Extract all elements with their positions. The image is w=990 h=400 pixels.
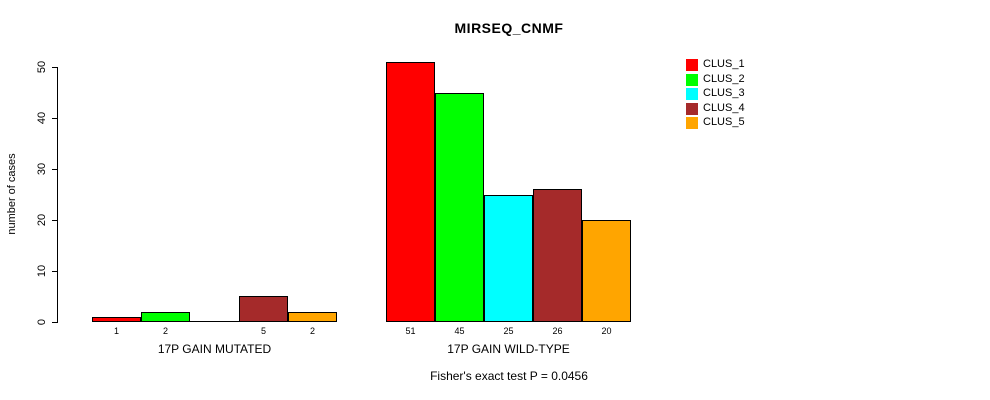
- legend-label-clus_3: CLUS_3: [703, 87, 745, 99]
- legend-label-clus_1: CLUS_1: [703, 58, 745, 70]
- legend-label-clus_5: CLUS_5: [703, 116, 745, 128]
- legend-label-clus_2: CLUS_2: [703, 73, 745, 85]
- fisher-test-annotation: Fisher's exact test P = 0.0456: [430, 369, 588, 383]
- y-tick-mark: [52, 67, 57, 68]
- y-tick-mark: [52, 169, 57, 170]
- bar-clus_5-group1: [288, 312, 337, 322]
- legend-swatch-clus_1: [686, 59, 698, 71]
- bar-clus_1-group1: [92, 317, 141, 322]
- bar-value-label: 25: [503, 326, 514, 336]
- bar-value-label: 5: [260, 326, 266, 336]
- y-tick-mark: [52, 271, 57, 272]
- bar-clus_1-group2: [386, 62, 435, 322]
- y-tick-mark: [52, 118, 57, 119]
- bar-clus_4-group1: [239, 296, 288, 322]
- chart-title: MIRSEQ_CNMF: [454, 20, 564, 36]
- bar-clus_4-group2: [533, 189, 582, 322]
- legend-label-clus_4: CLUS_4: [703, 102, 745, 114]
- bar-value-label: 2: [309, 326, 315, 336]
- bar-value-label: 51: [405, 326, 416, 336]
- y-axis-line: [57, 67, 58, 323]
- x-group-label-mutated: 17P GAIN MUTATED: [157, 342, 272, 356]
- bar-clus_5-group2: [582, 220, 631, 322]
- legend-swatch-clus_5: [686, 117, 698, 129]
- legend-swatch-clus_2: [686, 74, 698, 86]
- legend: CLUS_1 CLUS_2 CLUS_3 CLUS_4 CLUS_5: [686, 58, 806, 139]
- y-tick-mark: [52, 322, 57, 323]
- bar-clus_2-group2: [435, 93, 484, 322]
- bar-value-label: 45: [454, 326, 465, 336]
- bar-clus_3-group2: [484, 195, 533, 322]
- y-tick-mark: [52, 220, 57, 221]
- legend-swatch-clus_4: [686, 103, 698, 115]
- bar-value-label: 2: [162, 326, 168, 336]
- bar-clus_3-group1: [190, 321, 239, 322]
- bar-value-label: 20: [601, 326, 612, 336]
- x-group-label-wildtype: 17P GAIN WILD-TYPE: [447, 342, 570, 356]
- bar-value-label: 1: [113, 326, 119, 336]
- legend-swatch-clus_3: [686, 88, 698, 100]
- bar-clus_2-group1: [141, 312, 190, 322]
- bar-value-label: 26: [552, 326, 563, 336]
